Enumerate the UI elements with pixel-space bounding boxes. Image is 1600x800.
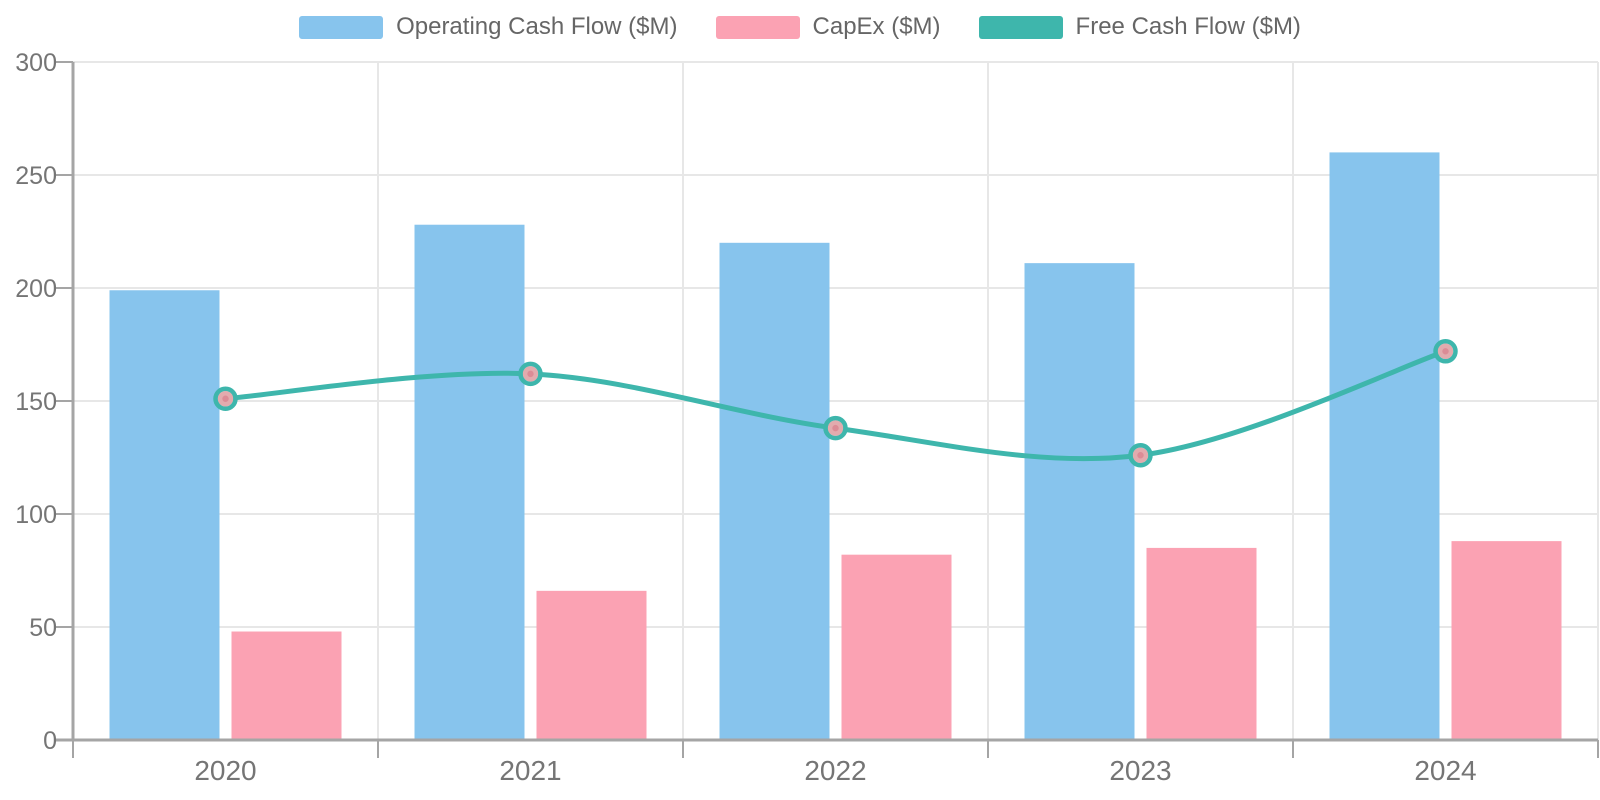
point-center-dot [527,370,534,378]
point-free-cash-flow-2020[interactable] [213,386,238,411]
x-axis-tick-label: 2024 [1414,755,1476,786]
y-axis-tick-label: 300 [15,49,57,77]
point-free-cash-flow-2021[interactable] [518,361,543,387]
point-ring [213,386,238,411]
y-axis-tick-label: 200 [15,275,57,303]
legend-item-operating-cash-flow[interactable]: Operating Cash Flow ($M) [299,13,678,41]
legend-label-operating-cash-flow: Operating Cash Flow ($M) [396,13,678,40]
point-center-dot [832,424,839,432]
bar-capex-2020[interactable] [231,631,342,740]
x-axis-tick-label: 2021 [499,755,561,786]
bar-operating-cash-flow-2023[interactable] [1024,263,1135,740]
bar-operating-cash-flow-2021[interactable] [414,224,525,741]
legend-item-free-cash-flow[interactable]: Free Cash Flow ($M) [978,13,1301,41]
point-center-dot [1442,348,1449,355]
y-axis-tick-label: 0 [43,727,57,755]
bar-operating-cash-flow-2024[interactable] [1329,152,1440,740]
point-ring [1433,339,1458,364]
x-axis-tick-label: 2020 [194,755,256,786]
point-free-cash-flow-2022[interactable] [823,415,848,441]
legend-label-free-cash-flow: Free Cash Flow ($M) [1075,13,1301,40]
legend-label-capex: CapEx ($M) [812,13,941,40]
y-axis-tick-label: 100 [15,501,57,529]
x-axis-tick-label: 2023 [1109,755,1171,786]
bar-capex-2022[interactable] [841,554,952,740]
chart-legend: Operating Cash Flow ($M) CapEx ($M) Free C… [0,13,1600,41]
legend-swatch-free-cash-flow [978,15,1063,39]
bar-operating-cash-flow-2022[interactable] [719,242,830,741]
point-ring [823,415,848,441]
point-free-cash-flow-2024[interactable] [1433,339,1458,364]
x-axis-tick-label: 2022 [804,755,866,786]
point-free-cash-flow-2023[interactable] [1128,442,1153,468]
y-axis-tick-label: 50 [29,614,57,642]
y-axis-tick-label: 250 [15,162,57,190]
legend-swatch-operating-cash-flow [299,15,384,39]
point-center-dot [1137,452,1144,459]
bar-capex-2021[interactable] [536,590,647,740]
point-ring [518,361,543,387]
bar-capex-2023[interactable] [1146,547,1257,740]
y-axis-tick-label: 150 [15,388,57,416]
bar-operating-cash-flow-2020[interactable] [109,290,220,740]
point-ring [1128,442,1153,468]
legend-swatch-capex [715,15,800,39]
line-free-cash-flow [223,348,1448,462]
bar-capex-2024[interactable] [1451,541,1562,740]
point-center-dot [222,395,229,402]
legend-item-capex[interactable]: CapEx ($M) [715,13,941,41]
